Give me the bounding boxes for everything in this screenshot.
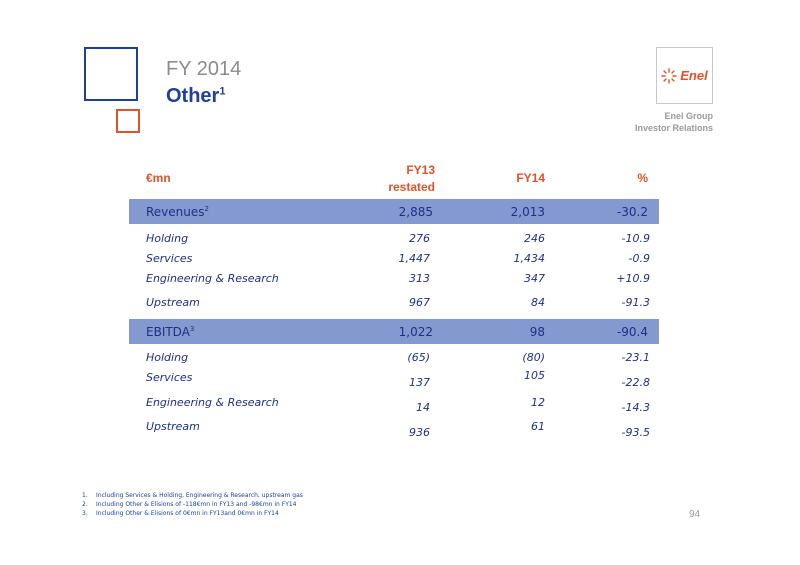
row-label: Holding	[146, 351, 189, 364]
footnote: 2. Including Other & Elisions of -118€mn …	[82, 500, 303, 509]
row-label: Engineering & Research	[146, 272, 279, 285]
ebitda-label-text: EBITDA	[146, 325, 190, 339]
col-header-fy14: FY14	[516, 171, 545, 185]
org-line-1: Enel Group	[664, 111, 713, 121]
footnote: 3. Including Other & Elisions of 0€mn in …	[82, 509, 303, 518]
ebitda-fy14: 98	[529, 325, 545, 339]
row-fy13: 276	[409, 232, 430, 245]
footnote-number: 2.	[82, 501, 88, 508]
footnote-number: 3.	[82, 510, 88, 517]
row-label: Upstream	[146, 296, 200, 309]
row-fy14: (80)	[522, 351, 545, 364]
enel-logo: Enel	[656, 47, 713, 104]
footnote: 1. Including Services & Holding, Engineer…	[82, 491, 303, 500]
page-number: 94	[689, 509, 701, 520]
slide-title: Other1	[166, 85, 225, 108]
revenues-fy13: 2,885	[398, 205, 433, 219]
ebitda-fy13: 1,022	[398, 325, 433, 339]
col-header-fy13-line2: restated	[388, 180, 435, 194]
revenues-band	[129, 199, 659, 224]
row-pct: +10.9	[616, 272, 650, 285]
revenues-sup: 2	[204, 205, 209, 213]
footnote-text: Including Services & Holding, Engineerin…	[96, 492, 303, 499]
row-fy14: 347	[524, 272, 545, 285]
ebitda-sup: 3	[189, 325, 195, 333]
org-line-2: Investor Relations	[634, 123, 713, 133]
row-pct: -23.1	[621, 351, 650, 364]
row-fy13: 137	[409, 376, 430, 389]
footnote-number: 1.	[82, 492, 88, 499]
row-label: Upstream	[146, 420, 200, 433]
row-fy14: 84	[531, 296, 545, 309]
org-label: Enel Group Investor Relations	[635, 110, 713, 134]
decorative-blue-square	[84, 47, 138, 101]
enel-sun-icon	[661, 67, 677, 84]
ebitda-label: EBITDA3	[146, 325, 194, 339]
slide-title-text: Other	[166, 85, 220, 107]
row-fy13: (65)	[407, 351, 430, 364]
row-label: Engineering & Research	[146, 396, 279, 409]
row-label: Holding	[146, 232, 189, 245]
enel-logo-text: Enel	[680, 68, 708, 83]
row-fy13: 936	[409, 426, 430, 439]
col-header-fy13-line1: FY13	[406, 163, 435, 177]
row-pct: -10.9	[621, 232, 650, 245]
row-fy14: 61	[531, 420, 545, 433]
footnote-text: Including Other & Elisions of 0€mn in FY…	[96, 510, 279, 517]
row-pct: -93.5	[621, 426, 650, 439]
revenues-fy14: 2,013	[510, 205, 545, 219]
row-label: Services	[146, 252, 193, 265]
row-pct: -22.8	[621, 376, 650, 389]
ebitda-band	[129, 319, 659, 344]
row-pct: -14.3	[621, 401, 650, 414]
footnotes: 1. Including Services & Holding, Engineer…	[82, 491, 303, 518]
revenues-pct: -30.2	[616, 205, 648, 219]
col-header-unit: €mn	[146, 171, 171, 185]
row-fy14: 12	[531, 396, 545, 409]
revenues-label-text: Revenues	[146, 205, 205, 219]
col-header-fy13: FY13 restated	[360, 162, 435, 196]
slide-subtitle: FY 2014	[166, 58, 242, 80]
col-header-pct: %	[637, 171, 648, 185]
enel-logo-mark: Enel	[661, 67, 708, 84]
revenues-label: Revenues2	[146, 205, 209, 219]
row-fy13: 967	[409, 296, 430, 309]
footnote-text: Including Other & Elisions of -118€mn in…	[96, 501, 297, 508]
ebitda-pct: -90.4	[616, 325, 648, 339]
row-label: Services	[146, 371, 193, 384]
row-pct: -0.9	[628, 252, 650, 265]
row-fy14: 105	[524, 369, 545, 382]
row-fy13: 1,447	[398, 252, 431, 265]
row-fy14: 246	[524, 232, 545, 245]
decorative-orange-square	[116, 109, 140, 133]
row-fy13: 14	[416, 401, 430, 414]
row-pct: -91.3	[621, 296, 650, 309]
slide-title-sup: 1	[219, 85, 226, 98]
row-fy13: 313	[409, 272, 430, 285]
row-fy14: 1,434	[513, 252, 546, 265]
